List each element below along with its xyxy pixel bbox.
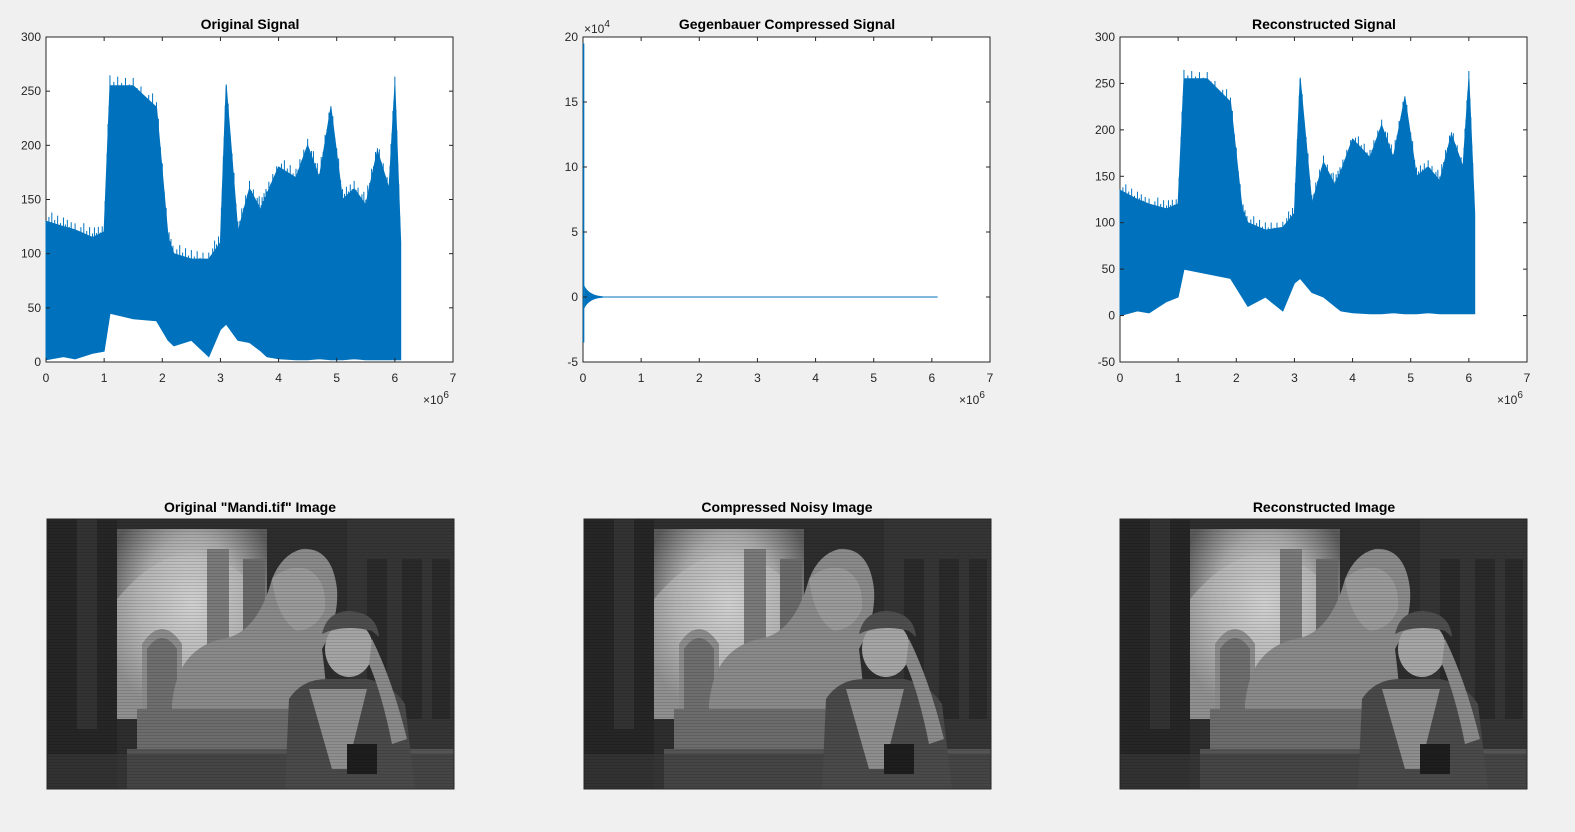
x-tick-label: 1 xyxy=(1175,371,1182,385)
y-tick-label: 200 xyxy=(21,138,41,152)
y-tick-label: 0 xyxy=(1108,309,1115,323)
subplot-compressed-image: Compressed Noisy Image xyxy=(583,499,992,790)
plot-title: Original Signal xyxy=(201,16,300,32)
y-tick-label: 0 xyxy=(34,355,41,369)
y-tick-label: 50 xyxy=(28,301,42,315)
y-axis: -50 0 50 100 150 200 250 300 xyxy=(1095,30,1527,369)
image-title: Original "Mandi.tif" Image xyxy=(164,499,336,515)
x-tick-label: 3 xyxy=(1291,371,1298,385)
y-axis: -5 0 5 10 15 20 xyxy=(565,30,990,369)
plot-marks xyxy=(582,43,938,343)
y-axis: 0 50 100 150 200 250 300 xyxy=(21,30,453,369)
x-tick-label: 3 xyxy=(754,371,761,385)
y-tick-label: 250 xyxy=(1095,76,1115,90)
plot-title: Reconstructed Signal xyxy=(1252,16,1396,32)
compressed-noisy-image xyxy=(584,519,991,789)
x-exponent-label: ×106 xyxy=(959,390,985,407)
x-tick-label: 4 xyxy=(1349,371,1356,385)
x-tick-label: 3 xyxy=(217,371,224,385)
image-frame xyxy=(46,518,455,790)
y-tick-label: 300 xyxy=(1095,30,1115,44)
plot-title: Gegenbauer Compressed Signal xyxy=(679,16,895,32)
y-tick-label: 20 xyxy=(565,30,579,44)
y-tick-label: 100 xyxy=(1095,216,1115,230)
x-axis: 0 1 2 3 4 5 6 7 xyxy=(580,37,994,385)
subplot-original-image: Original "Mandi.tif" Image xyxy=(46,499,455,790)
x-tick-label: 6 xyxy=(392,371,399,385)
x-tick-label: 5 xyxy=(870,371,877,385)
image-frame xyxy=(1119,518,1528,790)
y-tick-label: 200 xyxy=(1095,123,1115,137)
subplot-reconstructed-image: Reconstructed Image xyxy=(1119,499,1528,790)
x-tick-label: 6 xyxy=(1466,371,1473,385)
reconstructed-image xyxy=(1120,519,1527,789)
y-tick-label: -50 xyxy=(1098,355,1116,369)
x-axis: 0 1 2 3 4 5 6 7 xyxy=(1117,37,1531,385)
original-image xyxy=(47,519,454,789)
subplot-compressed-signal: Gegenbauer Compressed Signal 0 1 2 3 4 5 6 7 -5… xyxy=(565,16,994,407)
x-tick-label: 0 xyxy=(43,371,50,385)
x-tick-label: 5 xyxy=(1407,371,1414,385)
x-tick-label: 0 xyxy=(580,371,587,385)
y-exponent-label: ×104 xyxy=(584,19,610,36)
x-tick-label: 6 xyxy=(929,371,936,385)
plot-marks xyxy=(45,75,402,361)
x-tick-label: 0 xyxy=(1117,371,1124,385)
y-tick-label: -5 xyxy=(567,355,578,369)
y-tick-label: 100 xyxy=(21,247,41,261)
y-tick-label: 5 xyxy=(571,225,578,239)
y-tick-label: 10 xyxy=(565,160,579,174)
x-tick-label: 2 xyxy=(1233,371,1240,385)
y-tick-label: 15 xyxy=(565,95,579,109)
axes-frame xyxy=(582,36,991,363)
image-title: Reconstructed Image xyxy=(1253,499,1396,515)
y-tick-label: 50 xyxy=(1102,262,1116,276)
x-tick-label: 1 xyxy=(638,371,645,385)
image-frame xyxy=(583,518,992,790)
x-tick-label: 4 xyxy=(275,371,282,385)
y-tick-label: 250 xyxy=(21,84,41,98)
x-tick-label: 4 xyxy=(812,371,819,385)
x-axis: 0 1 2 3 4 5 6 7 xyxy=(43,37,457,385)
y-tick-label: 150 xyxy=(21,193,41,207)
x-tick-label: 2 xyxy=(696,371,703,385)
y-tick-label: 150 xyxy=(1095,169,1115,183)
y-tick-label: 300 xyxy=(21,30,41,44)
x-tick-label: 2 xyxy=(159,371,166,385)
x-exponent-label: ×106 xyxy=(1497,390,1523,407)
x-exponent-label: ×106 xyxy=(423,390,449,407)
image-title: Compressed Noisy Image xyxy=(701,499,872,515)
subplot-original-signal: Original Signal 0 1 2 3 4 5 6 7 0 50 100 150 200 250… xyxy=(21,16,457,407)
x-tick-label: 5 xyxy=(333,371,340,385)
y-tick-label: 0 xyxy=(571,290,578,304)
x-tick-label: 7 xyxy=(1524,371,1531,385)
x-tick-label: 7 xyxy=(987,371,994,385)
x-tick-label: 7 xyxy=(450,371,457,385)
x-tick-label: 1 xyxy=(101,371,108,385)
coefficient-decay xyxy=(584,285,604,309)
plot-marks xyxy=(1119,69,1476,317)
